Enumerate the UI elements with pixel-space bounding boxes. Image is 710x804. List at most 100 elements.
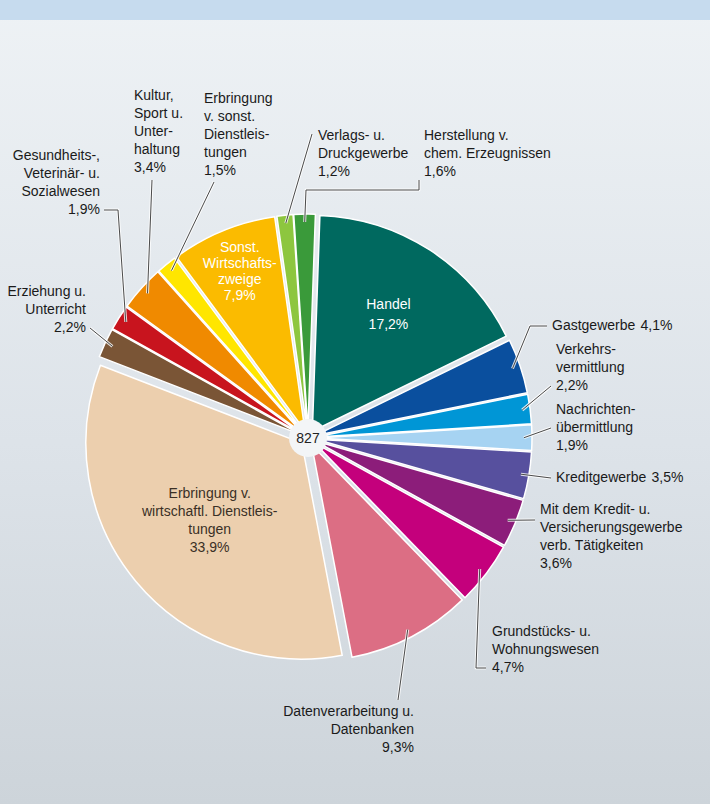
slice-label: Kreditgewerbe bbox=[556, 469, 646, 485]
data-label: 2,2% bbox=[556, 377, 588, 393]
slice-label-line: Sozialwesen bbox=[21, 183, 100, 199]
data-label: 1,9% bbox=[556, 437, 588, 453]
slice-label: Nachrichten-übermittlung bbox=[556, 401, 636, 435]
slice-label: Herstellung v. chem. Erzeugnissen bbox=[424, 127, 551, 161]
slice-label-line: tungen bbox=[188, 521, 231, 537]
slice-label-line: Wirtschafts- bbox=[203, 255, 277, 271]
leader-halo bbox=[148, 180, 153, 293]
leader-halo bbox=[521, 474, 551, 478]
slice-label-line: Sport u. bbox=[134, 105, 183, 121]
slice-label: Verkehrs-vermittlung bbox=[556, 341, 624, 375]
slice-label: Verlags- u. Druckgewerbe bbox=[318, 127, 408, 161]
slice-label-line: Nachrichten- bbox=[556, 401, 636, 417]
center-disc bbox=[289, 419, 327, 457]
leader-halo bbox=[476, 569, 486, 668]
leader-halo bbox=[508, 519, 535, 522]
slice-label-line: verb. Tätigkeiten bbox=[540, 537, 643, 553]
leader-line bbox=[522, 386, 551, 410]
leader-halo bbox=[524, 428, 551, 438]
leader-halo bbox=[522, 386, 551, 410]
slice-label-line: v. sonst. bbox=[204, 108, 255, 124]
slice-label: Gesundheits-, Veterinär- u. Sozialwesen bbox=[13, 147, 100, 199]
slice-label-line: Veterinär- u. bbox=[24, 165, 100, 181]
slice-label-line: Kultur, bbox=[134, 87, 174, 103]
leader-halo bbox=[398, 630, 408, 700]
slice-label-line: chem. Erzeugnissen bbox=[424, 145, 551, 161]
slice-label-line: Dienstleis- bbox=[204, 126, 270, 142]
chart-svg: Handel 17,2% Gastgewerbe 4,1% Verkehrs-vermi… bbox=[0, 0, 710, 804]
slice-label: Datenverarbeitung u. Datenbanken bbox=[283, 703, 414, 737]
slice-label-line: Handel bbox=[366, 296, 410, 312]
slice-label-line: vermittlung bbox=[556, 359, 624, 375]
slice-label-line: Druckgewerbe bbox=[318, 145, 408, 161]
pie-slice bbox=[294, 214, 316, 430]
slice-label-line: haltung bbox=[134, 141, 180, 157]
slice-label: Handel bbox=[366, 296, 410, 312]
data-label: 4,7% bbox=[492, 659, 524, 675]
slice-label-line: Unterricht bbox=[25, 301, 86, 317]
leader-line bbox=[286, 134, 312, 223]
data-label: 9,3% bbox=[382, 739, 414, 755]
slices bbox=[86, 214, 532, 659]
slice-label-line: Gastgewerbe bbox=[552, 317, 635, 333]
slice-label-line: Erziehung u. bbox=[7, 283, 86, 299]
leader-line bbox=[398, 630, 408, 700]
leader-line bbox=[524, 428, 551, 438]
leader-line bbox=[476, 569, 486, 668]
leader-halo bbox=[90, 328, 112, 346]
slice-label: Grundstücks- u. Wohnungswesen bbox=[492, 623, 599, 657]
data-label: 1,9% bbox=[68, 201, 100, 217]
leader-line bbox=[508, 520, 535, 521]
slice-label-line: Gesundheits-, bbox=[13, 147, 100, 163]
slice-label: Erbringung v. wirtschaftl. Dienstleis-tun… bbox=[141, 485, 278, 537]
slice-label: Sonst.Wirtschafts-zweige bbox=[203, 239, 277, 287]
leader-halo bbox=[104, 210, 126, 322]
total-label: 827 bbox=[296, 430, 320, 446]
leader-halo bbox=[305, 180, 419, 222]
header-band bbox=[0, 0, 710, 20]
slice-label-line: Kreditgewerbe bbox=[556, 469, 646, 485]
leaders bbox=[90, 134, 551, 700]
data-label: 33,9% bbox=[190, 539, 230, 555]
slice-label-line: Verlags- u. bbox=[318, 127, 385, 143]
data-label: 2,2% bbox=[54, 319, 86, 335]
slice-label-line: wirtschaftl. Dienstleis- bbox=[141, 503, 278, 519]
leader-line bbox=[521, 474, 551, 478]
slice-label-line: tungen bbox=[204, 144, 247, 160]
slice-label: Erziehung u. Unterricht bbox=[7, 283, 86, 317]
leader-line bbox=[305, 180, 419, 222]
leader-halo bbox=[286, 134, 312, 223]
data-label: 3,4% bbox=[134, 159, 166, 175]
data-label: 3,6% bbox=[540, 555, 572, 571]
slice-label: Gastgewerbe bbox=[552, 317, 635, 333]
slice-label-line: Datenverarbeitung u. bbox=[283, 703, 414, 719]
leader-line bbox=[513, 326, 548, 369]
labels: Handel 17,2% Gastgewerbe 4,1% Verkehrs-vermi… bbox=[7, 87, 683, 755]
background bbox=[0, 0, 710, 804]
data-label: 4,1% bbox=[640, 317, 672, 333]
leader-line bbox=[148, 180, 153, 293]
slice-label-line: Erbringung bbox=[204, 90, 273, 106]
slice-label-line: übermittlung bbox=[556, 419, 633, 435]
data-label: 1,2% bbox=[318, 163, 350, 179]
data-label: 1,6% bbox=[424, 163, 456, 179]
data-label: 3,5% bbox=[651, 469, 683, 485]
slice-label: Mit dem Kredit- u. Versicherungsgewerbe ve… bbox=[540, 501, 683, 553]
slice-label-line: Herstellung v. bbox=[424, 127, 509, 143]
leader-line bbox=[104, 210, 126, 322]
slice-label-line: Sonst. bbox=[220, 239, 260, 255]
data-label: 17,2% bbox=[369, 316, 409, 332]
slice-label-line: Versicherungsgewerbe bbox=[540, 519, 683, 535]
slice-label-line: Datenbanken bbox=[331, 721, 414, 737]
slice-label-line: Grundstücks- u. bbox=[492, 623, 591, 639]
slice-label-line: Erbringung v. bbox=[169, 485, 251, 501]
slice-label-line: Mit dem Kredit- u. bbox=[540, 501, 650, 517]
slice-label-line: Wohnungswesen bbox=[492, 641, 599, 657]
slice-label-line: Unter- bbox=[134, 123, 173, 139]
leader-line bbox=[90, 328, 112, 346]
slice-label-line: Verkehrs- bbox=[556, 341, 616, 357]
data-label: 7,9% bbox=[224, 287, 256, 303]
slice-label-line: zweige bbox=[218, 271, 262, 287]
slice-label: Erbringung v. sonst. Dienstleis-tungen bbox=[204, 90, 273, 160]
data-label: 1,5% bbox=[204, 162, 236, 178]
